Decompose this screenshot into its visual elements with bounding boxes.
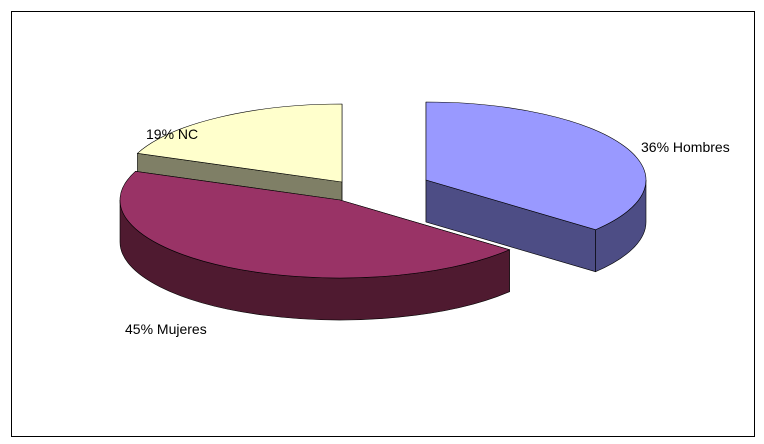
slice-top-hombres bbox=[425, 101, 647, 231]
slice-top-nc bbox=[136, 103, 343, 183]
slice-label-hombres: 36% Hombres bbox=[641, 139, 730, 155]
slice-label-nc: 19% NC bbox=[146, 126, 198, 142]
slice-top-mujeres bbox=[119, 170, 511, 279]
pie-labels: 36% Hombres 45% Mujeres 19% NC bbox=[125, 126, 730, 337]
slice-label-mujeres: 45% Mujeres bbox=[125, 321, 207, 337]
pie-tops bbox=[119, 101, 647, 279]
